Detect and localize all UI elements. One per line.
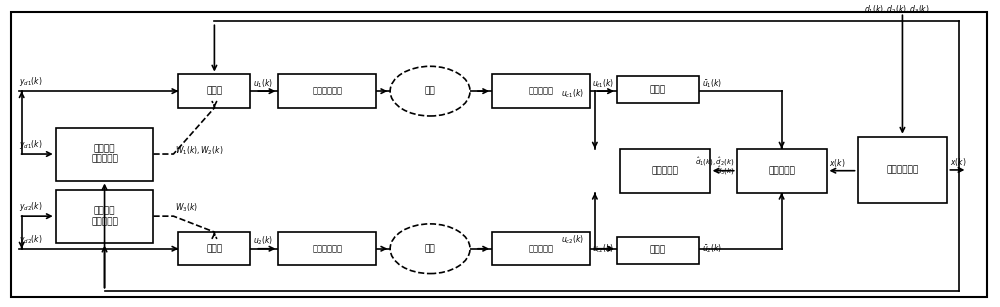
- Bar: [56, 127, 153, 181]
- Text: $\bar{u}_1(k)$: $\bar{u}_1(k)$: [702, 77, 722, 90]
- Text: $d_1(k), d_2(k), d_3(k)$: $d_1(k), d_2(k), d_3(k)$: [864, 3, 930, 16]
- Bar: [278, 75, 376, 108]
- Bar: [620, 149, 710, 193]
- Text: 事件触发机制: 事件触发机制: [312, 244, 342, 253]
- Text: $x(k)$: $x(k)$: [829, 157, 845, 169]
- Bar: [178, 232, 250, 265]
- Bar: [178, 75, 250, 108]
- Text: $\hat{d}_3(k)$: $\hat{d}_3(k)$: [716, 164, 735, 177]
- Bar: [56, 190, 153, 243]
- Text: 永磁同步电机: 永磁同步电机: [886, 165, 919, 174]
- Ellipse shape: [390, 224, 470, 274]
- Bar: [492, 232, 590, 265]
- Bar: [617, 76, 699, 103]
- Text: $y_{d1}(k)$: $y_{d1}(k)$: [19, 138, 42, 151]
- Bar: [858, 137, 947, 203]
- Ellipse shape: [390, 66, 470, 116]
- Text: 控制器: 控制器: [206, 244, 222, 253]
- Text: 网络: 网络: [425, 244, 435, 253]
- Text: 扰动观测器: 扰动观测器: [768, 166, 795, 175]
- Text: 零阶保持器: 零阶保持器: [528, 244, 553, 253]
- Text: $u_{c2}(k)$: $u_{c2}(k)$: [561, 233, 584, 246]
- Text: 事件触发机制: 事件触发机制: [312, 87, 342, 96]
- Text: $W_3(k)$: $W_3(k)$: [175, 201, 198, 214]
- Text: 零阶保持器: 零阶保持器: [528, 87, 553, 96]
- Text: 网络: 网络: [425, 87, 435, 96]
- Bar: [737, 149, 827, 193]
- Text: 神经网络
权值更新率: 神经网络 权值更新率: [91, 144, 118, 164]
- Text: 控制器: 控制器: [206, 87, 222, 96]
- Text: $y_{d2}(k)$: $y_{d2}(k)$: [19, 233, 42, 246]
- Text: $y_{d2}(k)$: $y_{d2}(k)$: [19, 200, 42, 213]
- Text: $\hat{d}_1(k),\hat{d}_2(k)$: $\hat{d}_1(k),\hat{d}_2(k)$: [695, 156, 735, 168]
- Bar: [617, 237, 699, 264]
- Text: $\bar{u}_2(k)$: $\bar{u}_2(k)$: [702, 242, 722, 255]
- Bar: [278, 232, 376, 265]
- Text: $x(k)$: $x(k)$: [950, 156, 967, 168]
- Text: 神经网络
权值更新率: 神经网络 权值更新率: [91, 206, 118, 226]
- Text: $u_{t1}(k)$: $u_{t1}(k)$: [592, 77, 614, 90]
- Bar: [492, 75, 590, 108]
- Text: 前馈补偿器: 前馈补偿器: [651, 166, 678, 175]
- Text: $u_2(k)$: $u_2(k)$: [253, 235, 274, 247]
- Text: 执行器: 执行器: [650, 246, 666, 255]
- Text: $u_{c1}(k)$: $u_{c1}(k)$: [561, 88, 584, 100]
- Text: $y_{d1}(k)$: $y_{d1}(k)$: [19, 75, 42, 88]
- Text: $u_1(k)$: $u_1(k)$: [253, 77, 274, 90]
- Text: $W_1(k), W_2(k)$: $W_1(k), W_2(k)$: [175, 145, 224, 157]
- Text: 执行器: 执行器: [650, 85, 666, 94]
- Text: $u_{t2}(k)$: $u_{t2}(k)$: [592, 242, 614, 255]
